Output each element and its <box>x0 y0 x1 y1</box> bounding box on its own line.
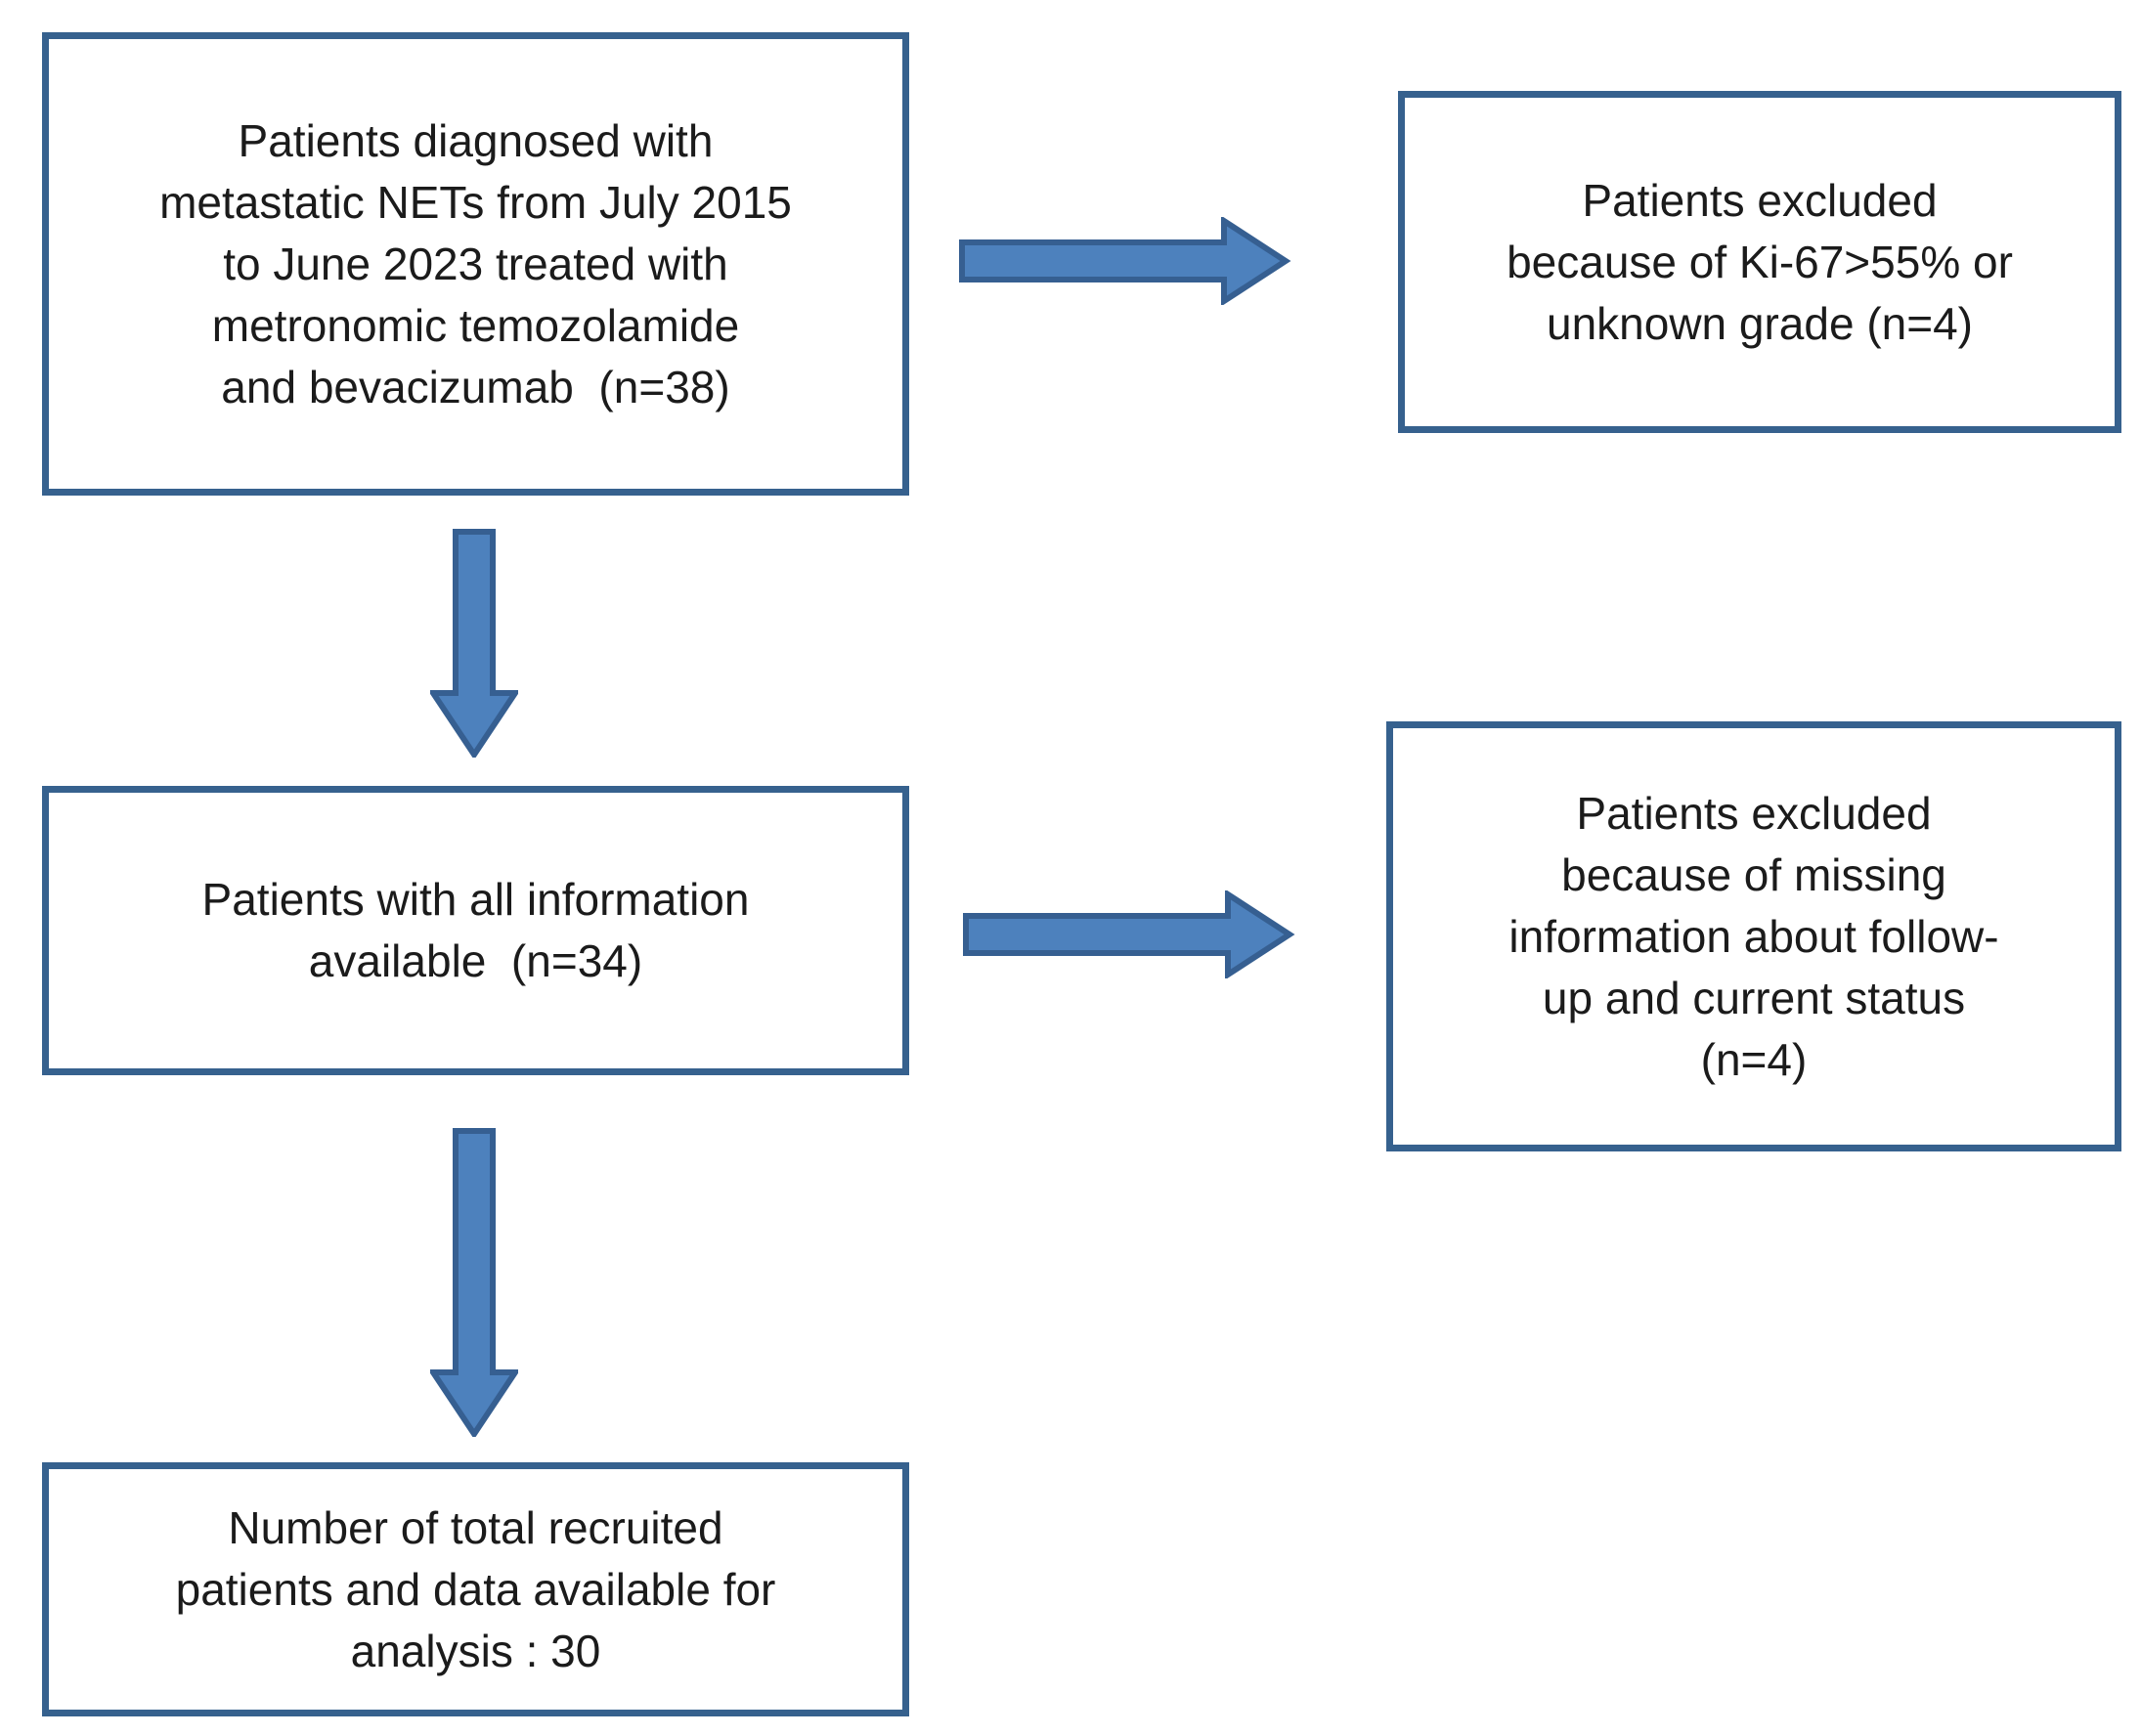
flow-box-excluded-ki67-text: Patients excluded because of Ki-67>55% o… <box>1507 174 2013 349</box>
flow-box-info-available-text: Patients with all information available … <box>201 874 750 986</box>
flow-box-excluded-followup-text: Patients excluded because of missing inf… <box>1508 787 1999 1085</box>
arrow-down-to-info-available-icon <box>430 529 518 758</box>
arrow-right-to-excluded-ki67-icon <box>959 217 1291 305</box>
flow-box-info-available: Patients with all information available … <box>42 786 909 1075</box>
flow-box-final-recruited-text: Number of total recruited patients and d… <box>175 1501 776 1676</box>
flow-box-final-recruited: Number of total recruited patients and d… <box>42 1462 909 1716</box>
flow-box-excluded-ki67: Patients excluded because of Ki-67>55% o… <box>1398 91 2121 433</box>
flow-box-enrolled-patients: Patients diagnosed with metastatic NETs … <box>42 32 909 496</box>
flow-box-excluded-followup: Patients excluded because of missing inf… <box>1386 721 2121 1151</box>
arrow-down-to-final-icon <box>430 1128 518 1437</box>
flow-box-enrolled-text: Patients diagnosed with metastatic NETs … <box>159 114 792 412</box>
arrow-right-to-excluded-followup-icon <box>963 890 1295 978</box>
